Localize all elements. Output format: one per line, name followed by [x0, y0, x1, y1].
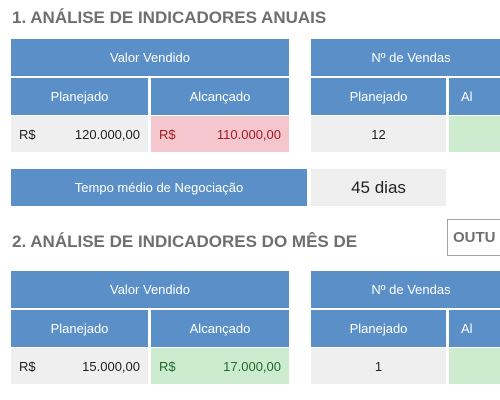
s1-valor-alcancado-cell[interactable]: R$ 110.000,00: [151, 116, 289, 152]
s2-valor-vendido-header: Valor Vendido: [11, 271, 289, 308]
tempo-medio-label: Tempo médio de Negociação: [11, 169, 307, 206]
section1-title: 1. ANÁLISE DE INDICADORES ANUAIS: [12, 8, 327, 27]
tempo-medio-value[interactable]: 45 dias: [311, 169, 446, 206]
s1-num-vendas-header: Nº de Vendas: [311, 39, 500, 76]
s1-vendas-alcancado-cell[interactable]: [449, 116, 500, 152]
currency-symbol: R$: [19, 126, 36, 142]
s2-vendas-alcancado-cell[interactable]: [449, 348, 500, 384]
s2-vendas-planejado-header: Planejado: [311, 310, 446, 347]
amount-value: 120.000,00: [74, 126, 140, 142]
currency-symbol: R$: [159, 126, 176, 142]
s1-vendas-planejado-header: Planejado: [311, 78, 446, 115]
section2-title: 2. ANÁLISE DE INDICADORES DO MÊS DE: [12, 232, 358, 251]
s1-valor-planejado-cell[interactable]: R$ 120.000,00: [11, 116, 148, 152]
amount-value: 17.000,00: [223, 358, 281, 374]
currency-symbol: R$: [19, 358, 36, 374]
s2-valor-alcancado-header: Alcançado: [151, 310, 289, 347]
s1-vendas-alcancado-header: Al: [449, 78, 500, 115]
s2-valor-planejado-cell[interactable]: R$ 15.000,00: [11, 348, 148, 384]
amount-value: 15.000,00: [82, 358, 140, 374]
s1-valor-vendido-header: Valor Vendido: [11, 39, 289, 76]
s2-vendas-alcancado-header: Al: [449, 310, 500, 347]
s2-vendas-planejado-cell[interactable]: 1: [311, 348, 446, 384]
s2-valor-planejado-header: Planejado: [11, 310, 148, 347]
s2-num-vendas-header: Nº de Vendas: [311, 271, 500, 308]
s1-vendas-planejado-cell[interactable]: 12: [311, 116, 446, 152]
amount-value: 110.000,00: [216, 126, 281, 142]
s2-valor-alcancado-cell[interactable]: R$ 17.000,00: [151, 348, 289, 384]
s1-valor-planejado-header: Planejado: [11, 78, 148, 115]
currency-symbol: R$: [159, 358, 176, 374]
month-selector[interactable]: OUTU: [447, 219, 500, 256]
s1-valor-alcancado-header: Alcançado: [151, 78, 289, 115]
